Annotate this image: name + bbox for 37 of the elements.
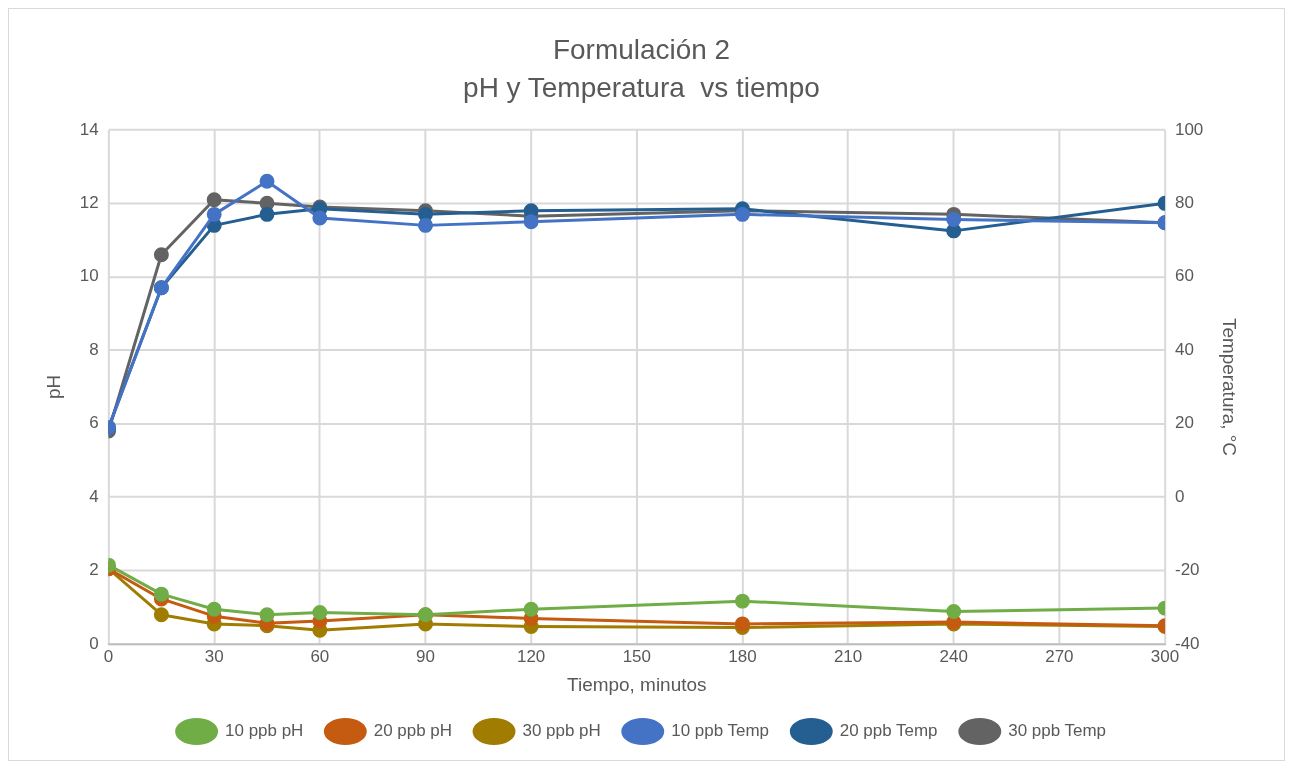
y-axis-title: pH xyxy=(42,374,64,400)
x-tick-label: 120 xyxy=(516,646,546,666)
legend-label: 30 ppb Temp xyxy=(1008,721,1107,741)
y-tick-label: 4 xyxy=(89,486,99,506)
y-tick-label: 8 xyxy=(89,339,99,359)
legend-label: 10 ppb pH xyxy=(225,721,304,741)
x-tick-label: 60 xyxy=(310,646,330,666)
legend-label: 30 ppb pH xyxy=(522,721,601,741)
x-tick-label: 270 xyxy=(1045,646,1074,666)
y-tick-label: 6 xyxy=(89,413,99,433)
y2-tick-label: 20 xyxy=(1175,413,1194,433)
x-tick-label: 90 xyxy=(416,646,435,666)
x-tick-label: 240 xyxy=(939,646,968,666)
x-tick-label: 300 xyxy=(1150,646,1180,666)
y-tick-label: 0 xyxy=(89,633,99,653)
y2-axis-title: Temperatura, °C xyxy=(1219,317,1241,456)
x-axis-title: Tiempo, minutos xyxy=(567,674,707,696)
x-tick-label: 210 xyxy=(833,646,863,666)
y-tick-label: 10 xyxy=(79,266,99,286)
y2-tick-label: 100 xyxy=(1175,119,1204,139)
legend-label: 10 ppb Temp xyxy=(671,721,769,741)
y-tick-label: 14 xyxy=(79,119,99,139)
y2-tick-label: 0 xyxy=(1175,486,1185,506)
y-tick-label: 12 xyxy=(79,193,99,213)
y2-tick-label: 80 xyxy=(1175,193,1194,213)
y2-tick-label: 60 xyxy=(1175,266,1194,286)
x-tick-label: 180 xyxy=(728,646,757,666)
y2-tick-label: -20 xyxy=(1175,560,1200,580)
y-tick-label: 2 xyxy=(89,560,99,580)
chart-subtitle: pH y Temperatura vs tiempo xyxy=(463,71,820,103)
y2-tick-label: 40 xyxy=(1175,339,1194,359)
legend-label: 20 ppb pH xyxy=(373,721,453,741)
x-tick-label: 150 xyxy=(622,646,651,666)
x-tick-label: 0 xyxy=(103,646,114,666)
chart-title: Formulación 2 xyxy=(552,34,731,66)
legend-label: 20 ppb Temp xyxy=(839,721,938,741)
x-tick-label: 30 xyxy=(204,646,224,666)
